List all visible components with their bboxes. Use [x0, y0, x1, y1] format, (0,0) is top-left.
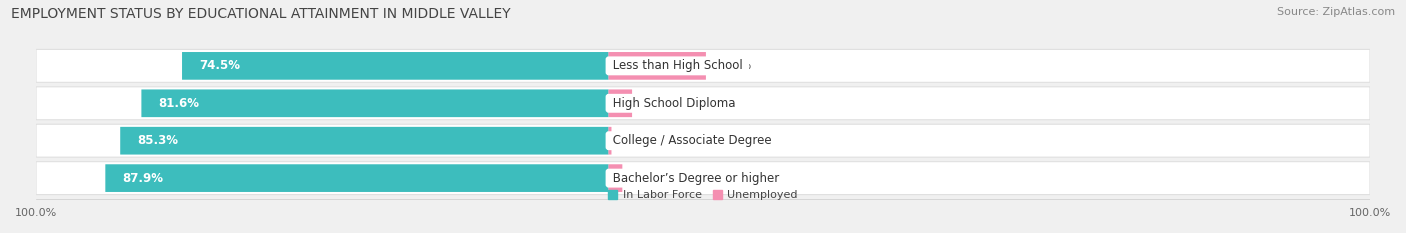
Text: 4.1%: 4.1% — [641, 97, 671, 110]
FancyBboxPatch shape — [181, 52, 609, 80]
Text: 74.5%: 74.5% — [200, 59, 240, 72]
FancyBboxPatch shape — [37, 124, 1369, 157]
FancyBboxPatch shape — [37, 87, 1369, 120]
Text: High School Diploma: High School Diploma — [609, 97, 738, 110]
Text: 85.3%: 85.3% — [138, 134, 179, 147]
Text: Bachelor’s Degree or higher: Bachelor’s Degree or higher — [609, 172, 783, 185]
Text: Source: ZipAtlas.com: Source: ZipAtlas.com — [1277, 7, 1395, 17]
FancyBboxPatch shape — [121, 127, 609, 154]
FancyBboxPatch shape — [142, 89, 609, 117]
FancyBboxPatch shape — [105, 164, 609, 192]
Text: 87.9%: 87.9% — [122, 172, 163, 185]
FancyBboxPatch shape — [37, 49, 1369, 82]
Text: 81.6%: 81.6% — [159, 97, 200, 110]
FancyBboxPatch shape — [609, 164, 623, 192]
Text: College / Associate Degree: College / Associate Degree — [609, 134, 775, 147]
Text: 0.5%: 0.5% — [620, 134, 650, 147]
FancyBboxPatch shape — [609, 89, 633, 117]
FancyBboxPatch shape — [609, 127, 612, 154]
Text: 2.4%: 2.4% — [631, 172, 661, 185]
FancyBboxPatch shape — [609, 52, 706, 80]
Text: EMPLOYMENT STATUS BY EDUCATIONAL ATTAINMENT IN MIDDLE VALLEY: EMPLOYMENT STATUS BY EDUCATIONAL ATTAINM… — [11, 7, 510, 21]
Legend: In Labor Force, Unemployed: In Labor Force, Unemployed — [603, 186, 803, 205]
Text: Less than High School: Less than High School — [609, 59, 747, 72]
Text: 17.0%: 17.0% — [714, 59, 752, 72]
FancyBboxPatch shape — [37, 162, 1369, 195]
